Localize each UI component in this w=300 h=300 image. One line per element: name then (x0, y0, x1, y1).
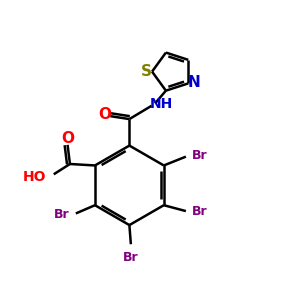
Text: HO: HO (23, 169, 46, 184)
Text: Br: Br (192, 149, 207, 162)
Text: Br: Br (54, 208, 69, 221)
Text: NH: NH (149, 98, 172, 111)
Text: S: S (141, 64, 152, 79)
Text: O: O (61, 131, 74, 146)
Text: O: O (98, 107, 112, 122)
Text: Br: Br (123, 251, 139, 264)
Text: N: N (188, 75, 200, 90)
Text: Br: Br (192, 205, 207, 218)
